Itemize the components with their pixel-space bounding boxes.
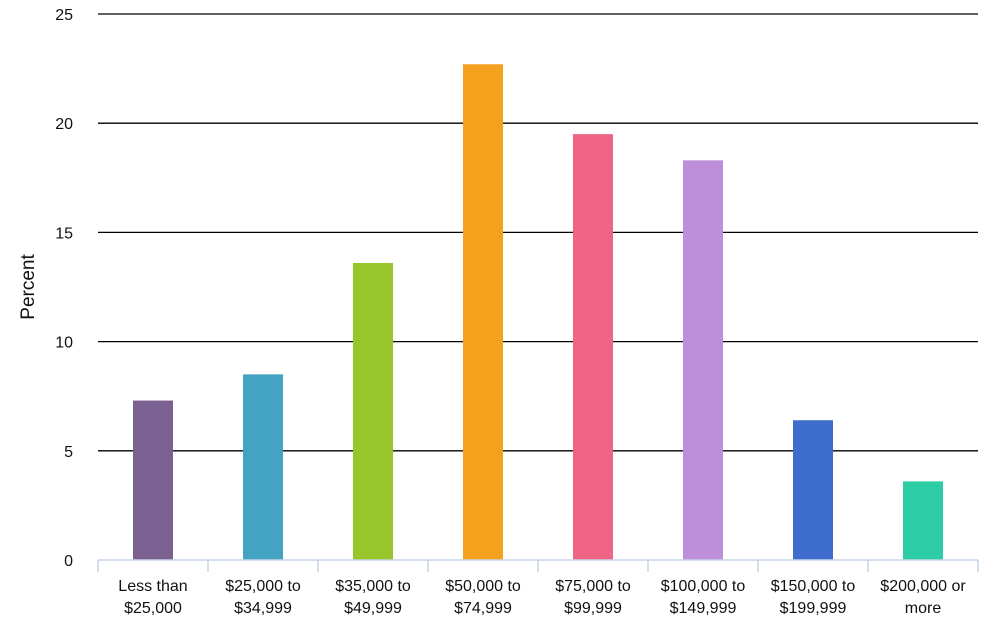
y-tick-label-5: 5 [64, 444, 73, 461]
x-category-label: $75,000 to $99,999 [555, 578, 631, 617]
bar [353, 262, 393, 560]
bars [133, 64, 943, 561]
x-category-label: Less than $25,000 [118, 578, 187, 617]
y-tick-label-25: 25 [55, 7, 73, 24]
y-tick-label-20: 20 [55, 116, 73, 133]
x-category-label: $100,000 to $149,999 [661, 578, 746, 617]
y-tick-label-10: 10 [55, 335, 73, 352]
x-category-label: $200,000 or more [880, 578, 966, 617]
bar [793, 420, 833, 560]
bar [243, 374, 283, 560]
x-axis [97, 559, 979, 572]
gridlines [98, 13, 978, 452]
x-category-label: $25,000 to $34,999 [225, 578, 301, 617]
y-tick-label-15: 15 [55, 225, 73, 242]
y-axis-title: Percent [18, 254, 39, 320]
x-category-label: $50,000 to $74,999 [445, 578, 521, 617]
bar [683, 160, 723, 560]
x-category-label: $150,000 to $199,999 [771, 578, 856, 617]
y-tick-label-0: 0 [64, 553, 73, 570]
bar [903, 481, 943, 560]
bar [463, 64, 503, 561]
x-category-label: $35,000 to $49,999 [335, 578, 411, 617]
x-axis-labels: Less than $25,000 $25,000 to $34,999 $35,000… [118, 578, 966, 617]
bar [573, 134, 613, 560]
y-axis-ticks: 0 5 10 15 20 25 [55, 7, 73, 570]
bar [133, 400, 173, 560]
